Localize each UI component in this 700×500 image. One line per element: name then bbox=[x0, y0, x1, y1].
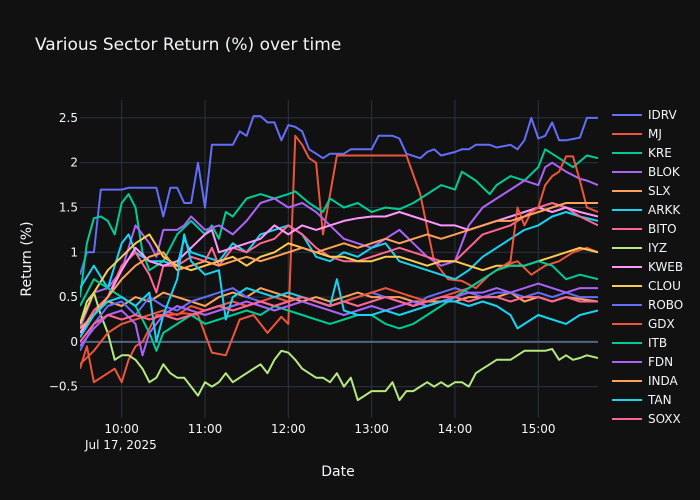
tick-labels: 10:00 11:00 12:00 13:00 14:00 15:00 −0.5 0 0.5 1 1… bbox=[49, 111, 556, 436]
x-tick-label: 14:00 bbox=[438, 422, 473, 436]
legend-item-iyz[interactable]: IYZ bbox=[612, 241, 667, 255]
legend-item-soxx[interactable]: SOXX bbox=[612, 412, 681, 426]
chart-title: Various Sector Return (%) over time bbox=[35, 35, 341, 55]
legend-label: CLOU bbox=[648, 279, 681, 293]
legend-label: ROBO bbox=[648, 298, 683, 312]
series-line-kre bbox=[80, 148, 598, 298]
legend-label: INDA bbox=[648, 374, 679, 388]
legend-label: SLX bbox=[648, 184, 671, 198]
legend-item-blok[interactable]: BLOK bbox=[612, 165, 681, 179]
legend-label: IYZ bbox=[648, 241, 667, 255]
y-tick-label: −0.5 bbox=[49, 380, 78, 394]
legend-item-kre[interactable]: KRE bbox=[612, 146, 672, 160]
x-tick-label: 12:00 bbox=[271, 422, 306, 436]
legend-item-idrv[interactable]: IDRV bbox=[612, 108, 677, 122]
y-tick-label: 0.5 bbox=[59, 290, 78, 304]
legend-label: SOXX bbox=[648, 412, 681, 426]
legend-item-mj[interactable]: MJ bbox=[612, 127, 662, 141]
y-tick-label: 1 bbox=[70, 245, 78, 259]
y-axis-title: Return (%) bbox=[19, 221, 35, 296]
legend-item-itb[interactable]: ITB bbox=[612, 336, 667, 350]
series-line-inda bbox=[80, 202, 598, 330]
x-axis-date-label: Jul 17, 2025 bbox=[84, 438, 157, 452]
series-line-idrv bbox=[80, 115, 598, 275]
legend-item-slx[interactable]: SLX bbox=[612, 184, 671, 198]
legend-label: KWEB bbox=[648, 260, 683, 274]
x-tick-label: 10:00 bbox=[104, 422, 139, 436]
series-line-itb bbox=[80, 260, 598, 352]
x-tick-label: 11:00 bbox=[188, 422, 223, 436]
series-line-soxx bbox=[80, 296, 598, 343]
legend-label: BLOK bbox=[648, 165, 681, 179]
series-line-arkk bbox=[80, 211, 598, 290]
legend-label: ARKK bbox=[648, 203, 681, 217]
series-line-bito bbox=[80, 202, 598, 338]
y-tick-label: 0 bbox=[70, 335, 78, 349]
legend-item-bito[interactable]: BITO bbox=[612, 222, 677, 236]
x-tick-label: 15:00 bbox=[521, 422, 556, 436]
legend-item-fdn[interactable]: FDN bbox=[612, 355, 673, 369]
legend-label: MJ bbox=[648, 127, 662, 141]
series-line-iyz bbox=[80, 291, 598, 402]
legend-item-robo[interactable]: ROBO bbox=[612, 298, 683, 312]
legend-item-kweb[interactable]: KWEB bbox=[612, 260, 683, 274]
legend-label: ITB bbox=[648, 336, 667, 350]
y-tick-label: 1.5 bbox=[59, 200, 78, 214]
legend-item-tan[interactable]: TAN bbox=[612, 393, 672, 407]
x-axis-title: Date bbox=[321, 464, 354, 480]
legend-item-gdx[interactable]: GDX bbox=[612, 317, 675, 331]
y-tick-label: 2.5 bbox=[59, 111, 78, 125]
legend-label: BITO bbox=[648, 222, 677, 236]
legend-item-arkk[interactable]: ARKK bbox=[612, 203, 681, 217]
y-tick-label: 2 bbox=[70, 156, 78, 170]
legend-label: KRE bbox=[648, 146, 672, 160]
legend-label: TAN bbox=[647, 393, 672, 407]
legend-label: IDRV bbox=[648, 108, 677, 122]
x-tick-label: 13:00 bbox=[354, 422, 389, 436]
series-layer bbox=[80, 115, 598, 402]
legend-item-inda[interactable]: INDA bbox=[612, 374, 679, 388]
legend-item-clou[interactable]: CLOU bbox=[612, 279, 681, 293]
legend-label: FDN bbox=[648, 355, 673, 369]
legend: IDRV MJ KRE BLOK SLX ARKK BITO IYZ KWEB CLOU ROBO G… bbox=[612, 108, 683, 426]
legend-label: GDX bbox=[648, 317, 675, 331]
series-line-gdx bbox=[80, 155, 598, 366]
series-line-kweb bbox=[80, 206, 598, 334]
